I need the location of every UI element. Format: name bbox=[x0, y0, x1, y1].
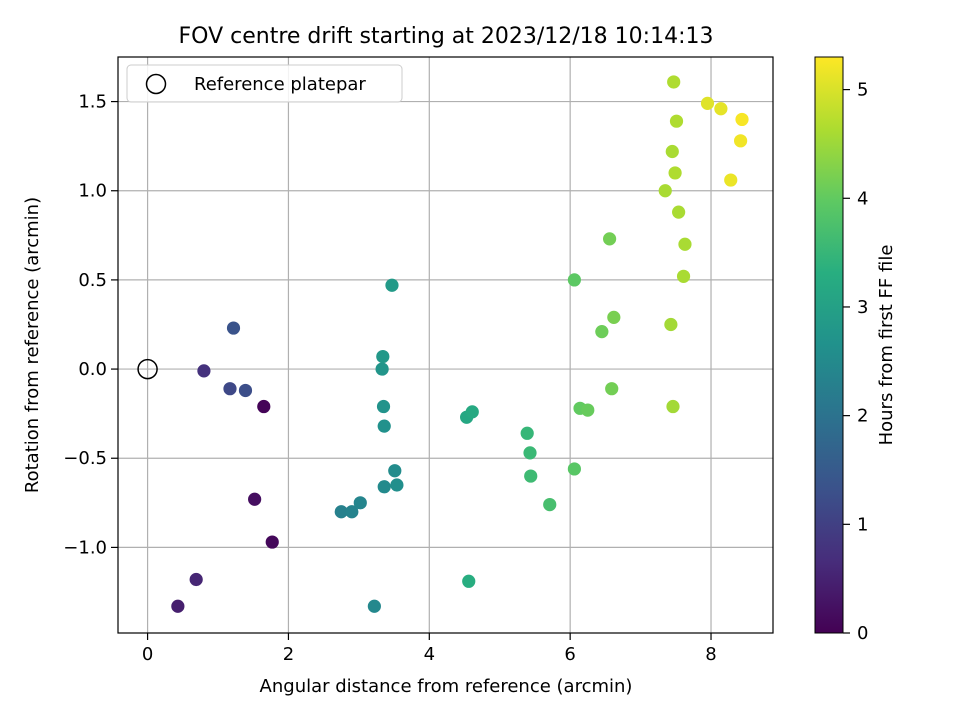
legend-marker-icon bbox=[145, 73, 167, 95]
colorbar-tick-label: 0 bbox=[857, 623, 868, 644]
data-point bbox=[724, 173, 738, 187]
x-axis-ticks: 0 2 4 6 8 bbox=[142, 633, 717, 665]
data-point bbox=[676, 269, 691, 283]
data-point bbox=[189, 572, 203, 587]
data-point bbox=[672, 205, 686, 219]
data-point bbox=[171, 599, 185, 613]
data-point bbox=[465, 405, 479, 419]
colorbar-tick-label: 4 bbox=[857, 188, 868, 209]
data-point bbox=[605, 382, 619, 396]
data-point bbox=[714, 102, 728, 116]
colorbar-label: Hours from first FF file bbox=[876, 245, 897, 446]
data-point bbox=[581, 403, 595, 417]
colorbar-tick-label: 5 bbox=[857, 80, 868, 101]
data-point bbox=[520, 426, 534, 440]
data-point bbox=[543, 498, 557, 512]
data-point bbox=[223, 382, 237, 396]
y-tick-label: 1.5 bbox=[78, 92, 107, 113]
legend: Reference platepar bbox=[126, 64, 403, 103]
colorbar-ticks: 0 1 2 3 4 5 bbox=[843, 80, 868, 644]
data-point bbox=[197, 364, 211, 378]
colorbar: 0 1 2 3 4 5 Hours from first FF file bbox=[814, 56, 897, 644]
plot-frame bbox=[117, 56, 774, 634]
data-point bbox=[669, 114, 684, 128]
y-tick-label: 0.0 bbox=[78, 359, 107, 380]
data-point bbox=[567, 273, 581, 287]
data-points bbox=[171, 75, 749, 613]
y-axis-label: Rotation from reference (arcmin) bbox=[22, 197, 43, 493]
data-point bbox=[664, 317, 678, 332]
x-tick-label: 8 bbox=[705, 644, 716, 665]
y-tick-label: −0.5 bbox=[63, 448, 107, 469]
colorbar-tick-label: 1 bbox=[857, 514, 868, 535]
colorbar-tick-label: 3 bbox=[857, 297, 868, 318]
y-tick-label: 1.0 bbox=[78, 181, 107, 202]
data-point bbox=[700, 96, 715, 110]
colorbar-gradient bbox=[814, 56, 844, 634]
legend-box bbox=[126, 64, 403, 103]
data-point bbox=[376, 399, 391, 414]
data-point bbox=[603, 232, 617, 246]
data-point bbox=[377, 480, 391, 494]
data-point bbox=[658, 184, 672, 198]
data-point bbox=[385, 278, 399, 292]
x-axis-label: Angular distance from reference (arcmin) bbox=[260, 676, 633, 697]
x-tick-label: 4 bbox=[424, 644, 435, 665]
data-point bbox=[375, 362, 389, 376]
data-point bbox=[265, 535, 279, 549]
reference-marker bbox=[137, 358, 158, 380]
data-point bbox=[226, 321, 241, 335]
legend-entry-reference: Reference platepar bbox=[194, 74, 366, 95]
data-point bbox=[678, 237, 692, 251]
data-point bbox=[607, 310, 621, 324]
data-point bbox=[388, 464, 402, 478]
data-point bbox=[523, 446, 537, 460]
data-point bbox=[257, 399, 271, 414]
data-point bbox=[462, 574, 476, 588]
data-point bbox=[377, 419, 391, 433]
data-point bbox=[734, 134, 748, 148]
data-point bbox=[367, 599, 381, 613]
y-tick-label: −1.0 bbox=[63, 537, 107, 558]
data-point bbox=[353, 496, 367, 510]
data-point bbox=[667, 75, 681, 89]
data-point bbox=[567, 462, 581, 476]
data-point bbox=[376, 349, 390, 364]
chart-title: FOV centre drift starting at 2023/12/18 … bbox=[179, 24, 714, 49]
x-tick-label: 2 bbox=[283, 644, 294, 665]
y-tick-label: 0.5 bbox=[78, 270, 107, 291]
data-point bbox=[390, 478, 404, 492]
reference-platepar-point bbox=[137, 358, 158, 380]
data-point bbox=[248, 492, 262, 506]
data-point bbox=[735, 112, 749, 127]
data-point bbox=[524, 469, 538, 483]
data-point bbox=[595, 325, 609, 339]
data-point bbox=[668, 166, 682, 180]
data-point bbox=[238, 383, 253, 398]
data-point bbox=[665, 144, 679, 159]
data-point bbox=[334, 505, 348, 519]
data-point bbox=[666, 399, 680, 414]
colorbar-tick-label: 2 bbox=[857, 406, 868, 427]
x-tick-label: 6 bbox=[564, 644, 575, 665]
y-axis-ticks: −1.0 −0.5 0.0 0.5 1.0 1.5 bbox=[63, 92, 118, 558]
data-point bbox=[345, 505, 359, 519]
x-tick-label: 0 bbox=[142, 644, 153, 665]
